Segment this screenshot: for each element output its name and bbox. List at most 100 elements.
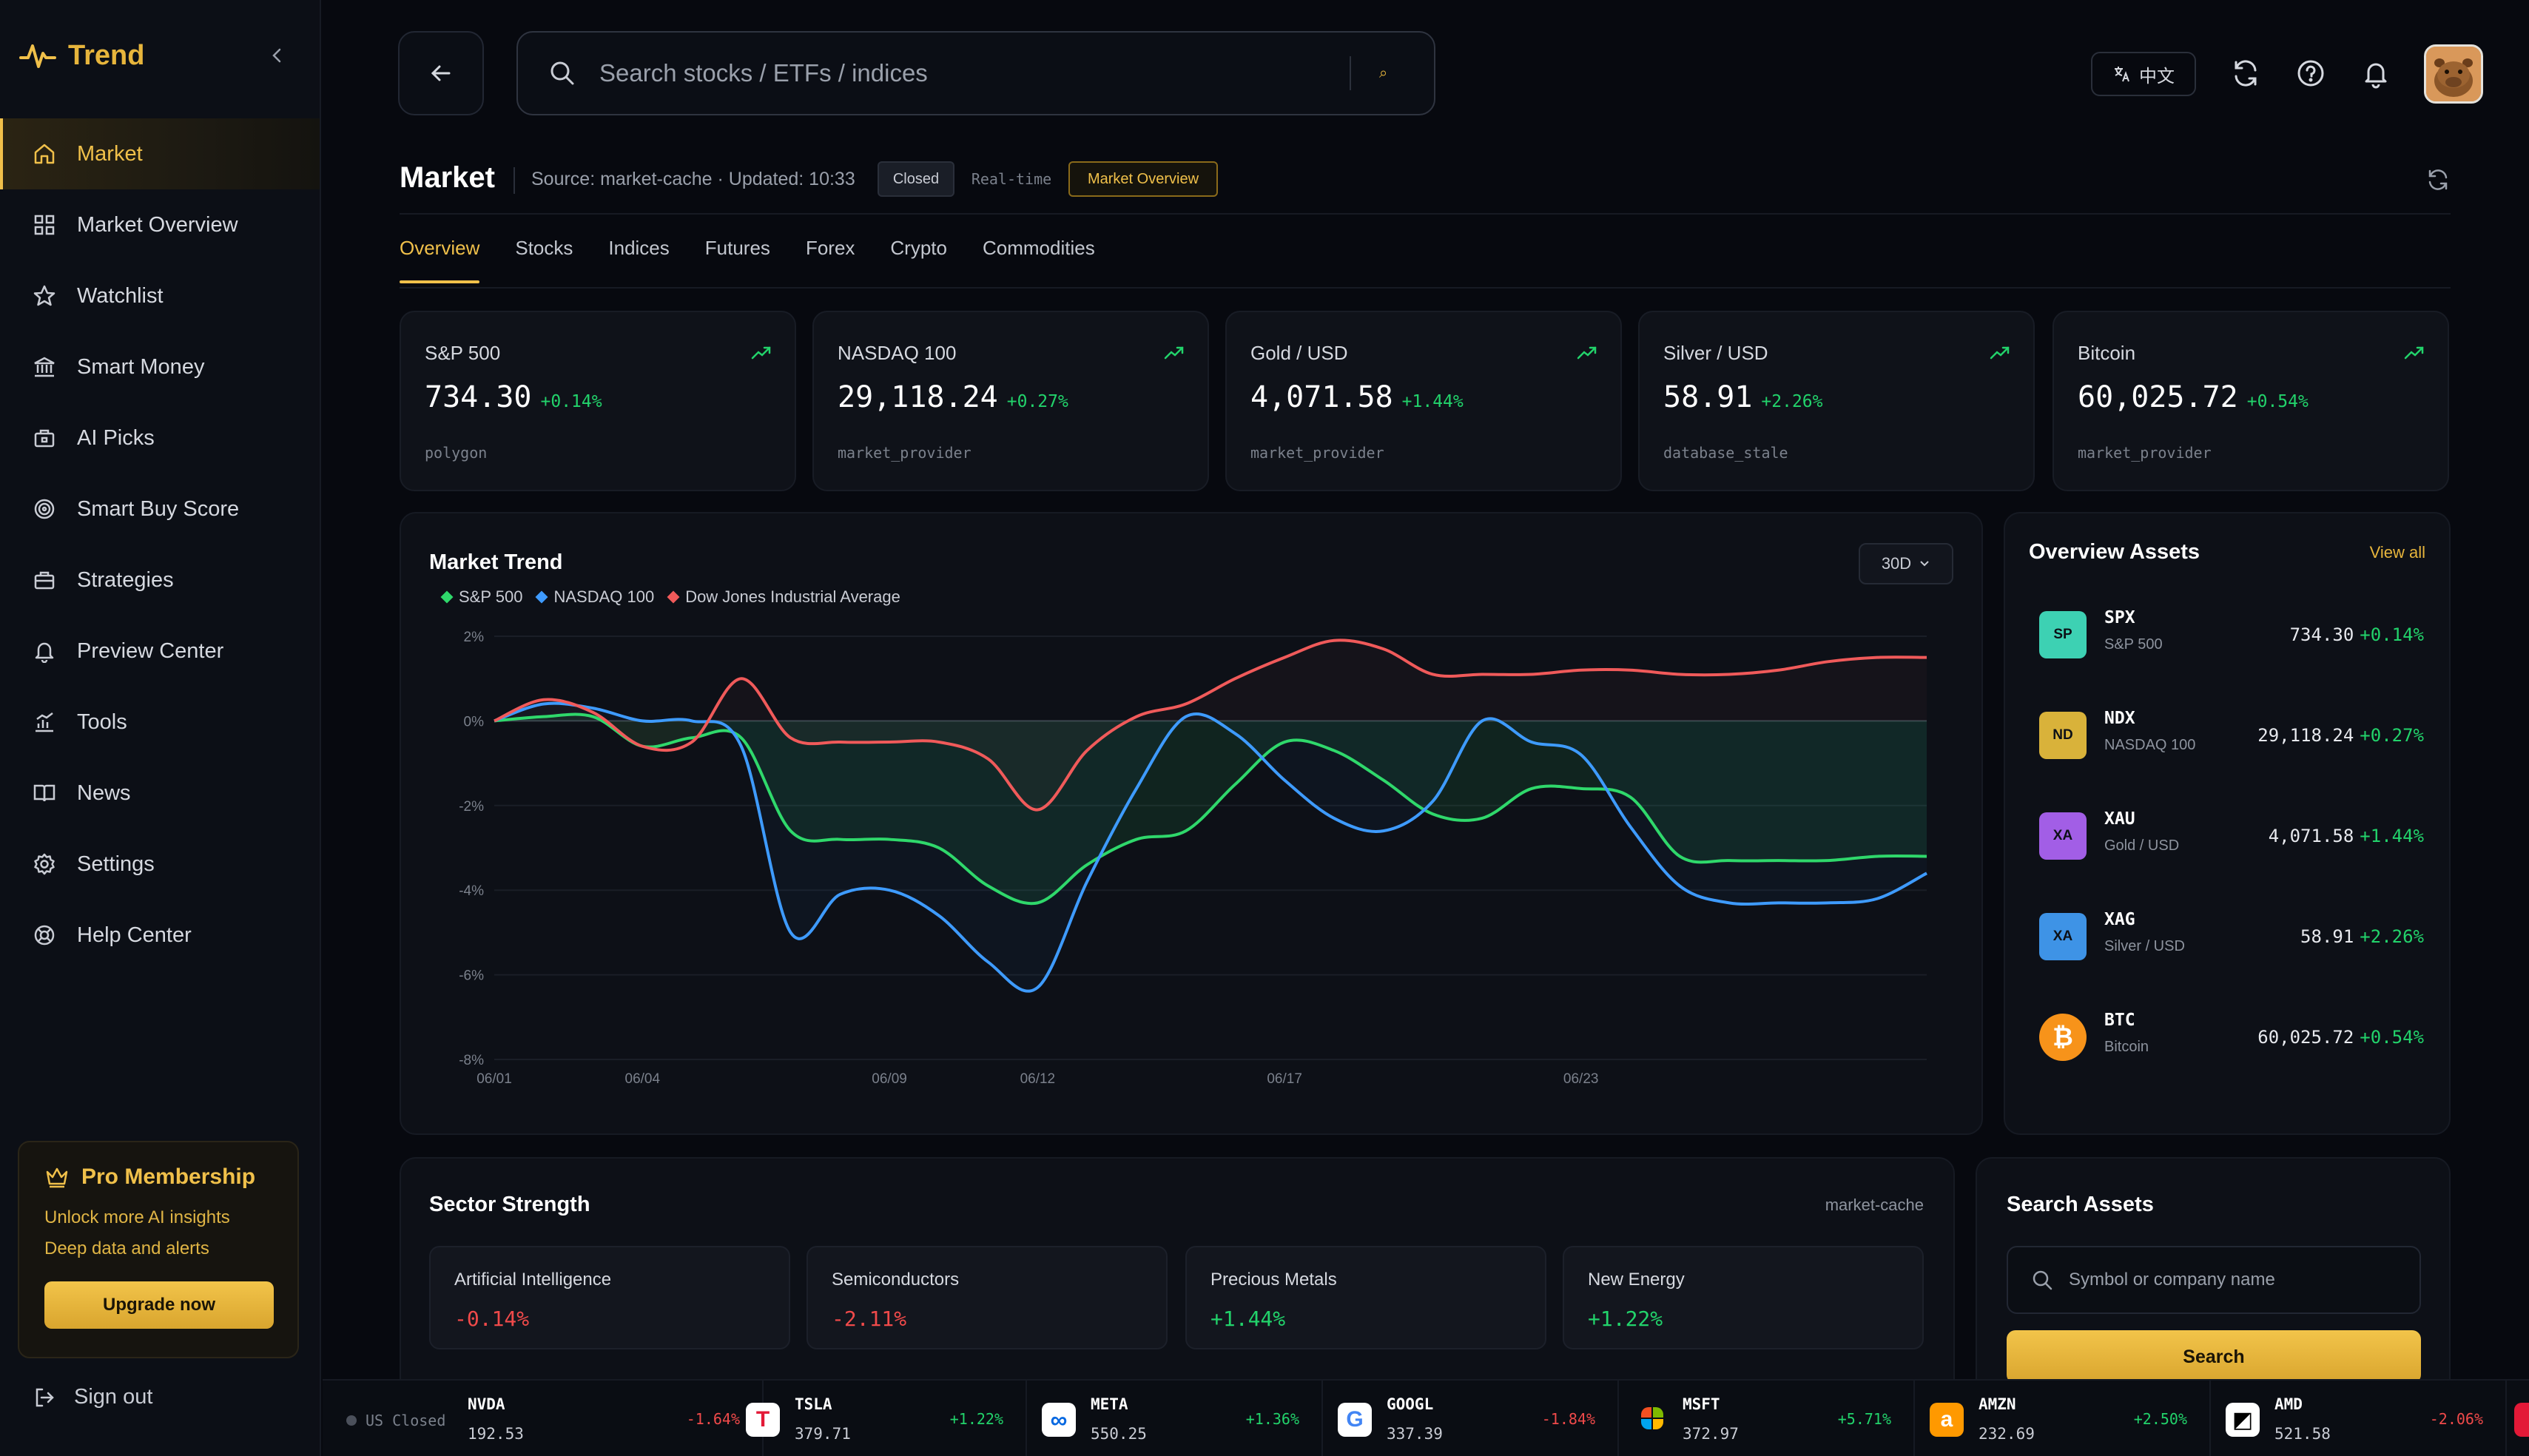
capybara-avatar-icon [2426, 47, 2481, 101]
index-card-sp500[interactable]: S&P 500 734.30 +0.14% polygon [400, 311, 796, 491]
view-all-link[interactable]: View all [2369, 543, 2425, 562]
sidebar-item-label: Market [77, 141, 143, 166]
search-icon [2033, 1270, 2053, 1290]
meta-logo-icon: ∞ [1042, 1403, 1076, 1437]
tab-stocks[interactable]: Stocks [515, 237, 573, 259]
card-price-row: 29,118.24 +0.27% [838, 380, 1068, 414]
notification-bell-icon[interactable] [2360, 58, 2391, 89]
asset-row-ndx[interactable]: ND NDX NASDAQ 100 29,118.24 +0.27% [2039, 703, 2424, 769]
sector-card-semiconductors[interactable]: Semiconductors -2.11% [806, 1246, 1168, 1349]
sector-card-new-energy[interactable]: New Energy +1.22% [1563, 1246, 1924, 1349]
sidebar-item-strategies[interactable]: Strategies [0, 545, 320, 616]
global-search-input[interactable] [599, 59, 1324, 87]
search-shortcut-icon[interactable]: ⌕ [1379, 64, 1388, 81]
index-card-silver[interactable]: Silver / USD 58.91 +2.26% database_stale [1638, 311, 2035, 491]
trending-up-icon [751, 346, 771, 360]
sidebar-item-ai-picks[interactable]: AI Picks [0, 402, 320, 473]
tab-indices[interactable]: Indices [608, 237, 670, 259]
ticker-symbol: AMD [2274, 1395, 2303, 1413]
asset-value: 58.91 +2.26% [2300, 926, 2424, 947]
index-card-gold[interactable]: Gold / USD 4,071.58 +1.44% market_provide… [1225, 311, 1622, 491]
sidebar-item-smart-buy-score[interactable]: Smart Buy Score [0, 473, 320, 545]
card-name: Bitcoin [2078, 342, 2136, 364]
sidebar-item-label: Smart Money [77, 354, 205, 379]
ticker-item-next[interactable] [2507, 1381, 2529, 1456]
market-overview-badge[interactable]: Market Overview [1068, 161, 1218, 197]
market-trend-chart[interactable]: 2% 0% -2% -4% -6% -8% 06/01 06/04 06/09 06/12 06/1… [401, 513, 1984, 1136]
series-area [494, 703, 1927, 991]
help-icon[interactable] [2295, 58, 2326, 89]
sidebar-item-help-center[interactable]: Help Center [0, 900, 320, 971]
tab-overview[interactable]: Overview [400, 237, 480, 283]
brand[interactable]: Trend [19, 36, 144, 75]
index-card-nasdaq100[interactable]: NASDAQ 100 29,118.24 +0.27% market_provid… [812, 311, 1209, 491]
language-button[interactable]: 中文 [2091, 52, 2196, 96]
refresh-icon[interactable] [2230, 58, 2261, 89]
card-price: 734.30 [425, 380, 532, 414]
sign-out-label: Sign out [74, 1385, 153, 1409]
asset-row-xau[interactable]: XA XAU Gold / USD 4,071.58 +1.44% [2039, 803, 2424, 870]
chevron-left-icon [272, 48, 281, 63]
sidebar-item-settings[interactable]: Settings [0, 829, 320, 900]
index-card-bitcoin[interactable]: Bitcoin 60,025.72 +0.54% market_provider [2053, 311, 2449, 491]
asset-row-xag[interactable]: XA XAG Silver / USD 58.91 +2.26% [2039, 904, 2424, 971]
tab-crypto[interactable]: Crypto [890, 237, 947, 259]
ticker-item-meta[interactable]: ∞ META 550.25 +1.36% [1027, 1381, 1323, 1456]
ticker-change: +2.50% [2133, 1410, 2187, 1428]
sidebar-item-tools[interactable]: Tools [0, 687, 320, 758]
market-status: US Closed [346, 1412, 445, 1429]
search-button[interactable]: Search [2007, 1330, 2421, 1383]
legend-item-dow-jones[interactable]: Dow Jones Industrial Average [667, 587, 900, 607]
sidebar-item-preview-center[interactable]: Preview Center [0, 616, 320, 687]
sidebar-item-smart-money[interactable]: Smart Money [0, 331, 320, 402]
sidebar-item-market[interactable]: Market [0, 118, 320, 189]
tab-forex[interactable]: Forex [805, 237, 855, 259]
legend-item-sp500[interactable]: S&P 500 [440, 587, 522, 607]
asset-badge: SP [2039, 611, 2087, 658]
collapse-sidebar-button[interactable] [265, 43, 290, 68]
upgrade-button[interactable]: Upgrade now [44, 1281, 274, 1329]
sidebar-item-news[interactable]: News [0, 758, 320, 829]
ticker-item-tsla[interactable]: T TSLA 379.71 +1.22% [731, 1381, 1027, 1456]
asset-price: 4,071.58 [2268, 826, 2354, 846]
tab-futures[interactable]: Futures [704, 237, 770, 259]
ticker-price: 521.58 [2274, 1425, 2331, 1443]
ticker-item-amzn[interactable]: a AMZN 232.69 +2.50% [1915, 1381, 2211, 1456]
sidebar-nav: Market Market Overview Watchlist Smart M… [0, 118, 320, 971]
card-price-row: 58.91 +2.26% [1663, 380, 1823, 414]
card-price: 29,118.24 [838, 380, 998, 414]
sector-card-ai[interactable]: Artificial Intelligence -0.14% [429, 1246, 790, 1349]
asset-price: 58.91 [2300, 926, 2354, 947]
ticker-item-nvda[interactable]: NVDA 192.53 -1.64% [468, 1381, 764, 1456]
tab-commodities[interactable]: Commodities [982, 237, 1095, 259]
sidebar-item-market-overview[interactable]: Market Overview [0, 189, 320, 260]
sidebar-item-watchlist[interactable]: Watchlist [0, 260, 320, 331]
refresh-data-icon[interactable] [2425, 167, 2451, 192]
asset-row-btc[interactable]: ₿ BTC Bitcoin 60,025.72 +0.54% [2039, 1005, 2424, 1071]
brand-name: Trend [68, 39, 145, 71]
asset-search-input[interactable] [2069, 1270, 2417, 1290]
sector-card-precious-metals[interactable]: Precious Metals +1.44% [1185, 1246, 1546, 1349]
ticker-item-msft[interactable]: MSFT 372.97 +5.71% [1619, 1381, 1915, 1456]
period-select[interactable]: 30D [1859, 543, 1953, 584]
asset-symbol: BTC [2104, 1011, 2135, 1030]
user-avatar[interactable] [2424, 44, 2483, 104]
ticker-item-amd[interactable]: ◩ AMD 521.58 -2.06% [2211, 1381, 2507, 1456]
bell-icon [35, 642, 54, 663]
asset-row-spx[interactable]: SP SPX S&P 500 734.30 +0.14% [2039, 602, 2424, 669]
ticker-item-googl[interactable]: G GOOGL 337.39 -1.84% [1323, 1381, 1619, 1456]
sign-out-button[interactable]: Sign out [33, 1385, 152, 1409]
tesla-logo-icon: T [746, 1403, 780, 1437]
pro-line-2: Deep data and alerts [44, 1238, 209, 1258]
lifebuoy-icon [34, 925, 55, 946]
ticker-price: 192.53 [468, 1425, 524, 1443]
ticker-price: 372.97 [1683, 1425, 1739, 1443]
card-name: NASDAQ 100 [838, 342, 957, 364]
back-button[interactable] [398, 31, 484, 115]
sector-value: -0.14% [454, 1307, 530, 1331]
tabs-divider [400, 287, 2451, 289]
legend-item-nasdaq100[interactable]: NASDAQ 100 [535, 587, 654, 607]
asset-value: 60,025.72 +0.54% [2257, 1027, 2424, 1048]
asset-price: 734.30 [2289, 624, 2354, 645]
asset-change: +0.54% [2360, 1027, 2424, 1048]
